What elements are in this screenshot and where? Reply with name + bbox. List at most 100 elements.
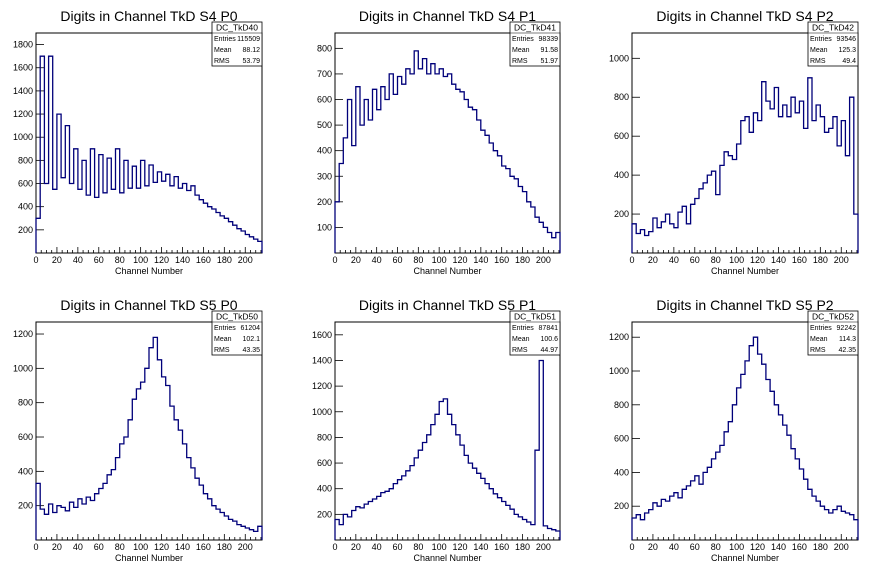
- y-tick-label: 200: [317, 509, 332, 519]
- x-tick-label: 120: [154, 255, 169, 265]
- y-tick-label: 400: [317, 146, 332, 156]
- stats-label-entries: Entries: [810, 325, 832, 332]
- stats-box-frame: [509, 310, 561, 356]
- histogram-line: [334, 50, 561, 253]
- stats-value-entries: 87841: [539, 325, 559, 332]
- x-tick-label: 40: [73, 255, 83, 265]
- x-tick-label: 140: [771, 542, 786, 552]
- histogram-line: [631, 336, 859, 540]
- stats-value-mean: 125.3: [838, 47, 856, 54]
- stats-label-mean: Mean: [214, 47, 232, 54]
- panel-5: Digits in Channel TkD S5 P1 0 20 40 60 80 100 1…: [312, 297, 561, 563]
- plot-frame: [334, 32, 561, 254]
- x-tick-label: 100: [133, 542, 148, 552]
- stats-value-rms: 44.97: [540, 347, 558, 354]
- stats-box: DC_TkD42 Entries 93546 Mean 125.3 RMS 49.4: [807, 21, 859, 67]
- x-tick-label: 80: [413, 255, 423, 265]
- x-tick-label: 0: [33, 255, 38, 265]
- y-tick-label: 200: [18, 501, 33, 511]
- stats-box-frame: [509, 21, 561, 67]
- y-tick-label: 600: [317, 95, 332, 105]
- y-tick-label: 600: [18, 179, 33, 189]
- x-tick-label: 100: [432, 542, 447, 552]
- x-axis-label: Channel Number: [413, 553, 481, 563]
- x-tick-label: 100: [432, 255, 447, 265]
- histogram-line: [35, 55, 263, 253]
- stats-label-entries: Entries: [810, 36, 832, 43]
- x-tick-label: 60: [94, 542, 104, 552]
- y-tick-label: 200: [18, 225, 33, 235]
- stats-label-entries: Entries: [214, 36, 236, 43]
- x-tick-label: 120: [452, 542, 467, 552]
- x-tick-label: 140: [473, 255, 488, 265]
- x-tick-label: 40: [669, 542, 679, 552]
- y-tick-label: 800: [18, 155, 33, 165]
- stats-value-mean: 88.12: [242, 47, 260, 54]
- panel-3: Digits in Channel TkD S4 P2 0 20 40 60 80 100 1…: [609, 8, 859, 276]
- x-tick-label: 20: [648, 255, 658, 265]
- y-tick-label: 700: [317, 69, 332, 79]
- y-tick-label: 400: [317, 484, 332, 494]
- panel-1: Digits in Channel TkD S4 P0 0 20 40 60 80 100 1…: [13, 8, 263, 276]
- stats-histogram-name: DC_TkD51: [514, 312, 556, 322]
- y-tick-label: 600: [614, 434, 629, 444]
- x-tick-label: 120: [750, 255, 765, 265]
- stats-value-entries: 93546: [837, 36, 857, 43]
- x-tick-label: 180: [515, 255, 530, 265]
- stats-box: DC_TkD40 Entries 115509 Mean 88.12 RMS 53.79: [211, 21, 263, 67]
- x-tick-label: 160: [196, 542, 211, 552]
- stats-histogram-name: DC_TkD40: [216, 23, 258, 33]
- x-tick-label: 160: [494, 255, 509, 265]
- x-tick-label: 140: [473, 542, 488, 552]
- stats-label-entries: Entries: [512, 36, 534, 43]
- panel-title: Digits in Channel TkD S5 P2: [656, 297, 833, 313]
- x-tick-label: 80: [711, 542, 721, 552]
- y-tick-label: 1000: [609, 53, 629, 63]
- x-tick-label: 60: [690, 255, 700, 265]
- x-tick-label: 140: [771, 255, 786, 265]
- x-tick-label: 100: [729, 542, 744, 552]
- stats-box-frame: [807, 310, 859, 356]
- x-tick-label: 200: [238, 255, 253, 265]
- stats-value-rms: 42.35: [838, 347, 856, 354]
- x-tick-label: 20: [52, 255, 62, 265]
- stats-label-rms: RMS: [214, 347, 230, 354]
- x-axis-label: Channel Number: [711, 266, 779, 276]
- x-tick-label: 140: [175, 255, 190, 265]
- y-tick-label: 1400: [13, 86, 33, 96]
- panel-4: Digits in Channel TkD S5 P0 0 20 40 60 80 100 1…: [13, 297, 263, 563]
- y-tick-label: 800: [317, 43, 332, 53]
- x-tick-label: 100: [729, 255, 744, 265]
- y-tick-label: 1800: [13, 40, 33, 50]
- stats-histogram-name: DC_TkD50: [216, 312, 258, 322]
- stats-label-entries: Entries: [214, 325, 236, 332]
- stats-label-rms: RMS: [810, 347, 826, 354]
- panel-title: Digits in Channel TkD S4 P1: [359, 8, 536, 24]
- histogram-line: [631, 77, 859, 253]
- x-tick-label: 20: [351, 255, 361, 265]
- x-axis-label: Channel Number: [115, 266, 183, 276]
- x-tick-label: 200: [238, 542, 253, 552]
- stats-value-mean: 100.6: [540, 336, 558, 343]
- x-tick-label: 160: [494, 542, 509, 552]
- x-tick-label: 180: [217, 542, 232, 552]
- stats-value-mean: 114.3: [839, 336, 856, 343]
- y-tick-label: 1200: [609, 332, 629, 342]
- y-tick-label: 600: [18, 432, 33, 442]
- stats-box: DC_TkD51 Entries 87841 Mean 100.6 RMS 44.97: [509, 310, 561, 356]
- y-tick-label: 1000: [312, 407, 332, 417]
- stats-value-rms: 49.4: [842, 58, 856, 65]
- panel-title: Digits in Channel TkD S4 P0: [60, 8, 237, 24]
- x-tick-label: 100: [133, 255, 148, 265]
- stats-label-rms: RMS: [512, 58, 528, 65]
- x-tick-label: 80: [115, 255, 125, 265]
- y-tick-label: 200: [614, 209, 629, 219]
- stats-label-rms: RMS: [512, 347, 528, 354]
- x-tick-label: 0: [332, 542, 337, 552]
- y-tick-label: 200: [614, 501, 629, 511]
- stats-value-entries: 98339: [539, 36, 559, 43]
- stats-value-mean: 91.58: [540, 47, 558, 54]
- histogram-line: [334, 359, 561, 540]
- y-tick-label: 1200: [13, 329, 33, 339]
- x-tick-label: 0: [33, 542, 38, 552]
